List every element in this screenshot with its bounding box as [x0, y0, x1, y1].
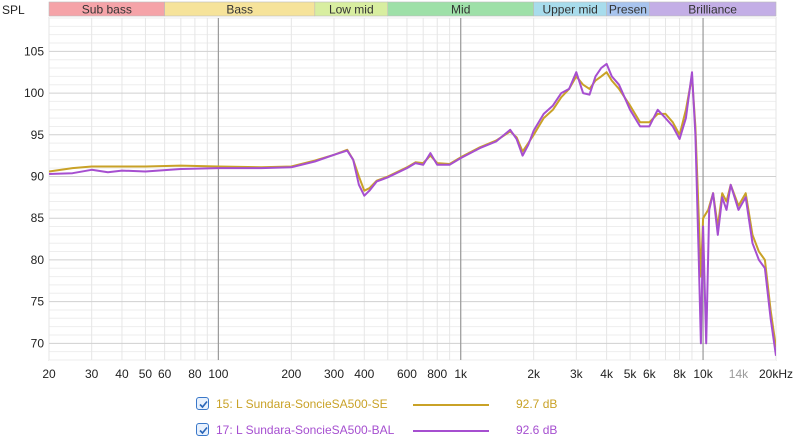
checkmark-icon — [199, 400, 208, 409]
frequency-band-label: Low mid — [329, 3, 374, 17]
x-tick-label: 2k — [527, 367, 541, 381]
y-tick-label: 70 — [31, 336, 45, 350]
frequency-band-label: Bass — [226, 3, 253, 17]
frequency-band-label: Presen — [609, 3, 647, 17]
legend-item: 17: L Sundara-SoncieSA500-BAL 92.6 dB — [196, 422, 616, 440]
x-tick-label: 4k — [600, 367, 614, 381]
x-tick-label: 100 — [208, 367, 228, 381]
y-tick-label: 100 — [24, 86, 44, 100]
legend-checkbox-se[interactable] — [196, 397, 209, 410]
x-tick-label: 5k — [624, 367, 638, 381]
legend-line-swatch — [413, 430, 489, 432]
y-axis-title: SPL — [2, 3, 25, 17]
legend-line-swatch — [413, 404, 489, 406]
x-tick-label: 3k — [570, 367, 584, 381]
x-tick-label: 600 — [397, 367, 417, 381]
x-tick-label: 8k — [673, 367, 687, 381]
y-tick-label: 80 — [31, 253, 45, 267]
series-line-bal — [49, 62, 776, 356]
x-tick-label: 30 — [85, 367, 99, 381]
x-tick-label: 6k — [643, 367, 657, 381]
legend-checkbox-bal[interactable] — [196, 423, 209, 436]
frequency-band-label: Brilliance — [688, 3, 737, 17]
frequency-band-label: Sub bass — [82, 3, 132, 17]
x-tick-label: 20 — [42, 367, 56, 381]
legend-item: 15: L Sundara-SoncieSA500-SE 92.7 dB — [196, 396, 616, 414]
legend-average-value: 92.6 dB — [516, 423, 558, 437]
x-tick-label: 200 — [281, 367, 301, 381]
x-tick-label: 14k — [729, 367, 749, 381]
checkmark-icon — [199, 426, 208, 435]
x-tick-label: 40 — [115, 367, 129, 381]
frequency-band-label: Mid — [451, 3, 470, 17]
legend-label: 17: L Sundara-SoncieSA500-BAL — [216, 423, 395, 437]
legend-label: 15: L Sundara-SoncieSA500-SE — [216, 397, 388, 411]
legend-average-value: 92.7 dB — [516, 397, 558, 411]
x-tick-label: 80 — [188, 367, 202, 381]
x-tick-label: 60 — [158, 367, 172, 381]
y-tick-label: 105 — [24, 44, 44, 58]
x-tick-label: 50 — [139, 367, 153, 381]
x-tick-label: 1k — [454, 367, 468, 381]
y-tick-label: 90 — [31, 169, 45, 183]
x-tick-label: 10k — [693, 367, 713, 381]
y-tick-label: 85 — [31, 211, 45, 225]
y-tick-label: 75 — [31, 295, 45, 309]
frequency-band — [648, 1, 777, 17]
frequency-band-label: Upper mid — [542, 3, 597, 17]
x-tick-label: 20kHz — [759, 367, 793, 381]
x-tick-label: 800 — [427, 367, 447, 381]
x-tick-label: 400 — [354, 367, 374, 381]
y-tick-label: 95 — [31, 128, 45, 142]
x-tick-label: 300 — [324, 367, 344, 381]
plot-area — [48, 17, 777, 361]
